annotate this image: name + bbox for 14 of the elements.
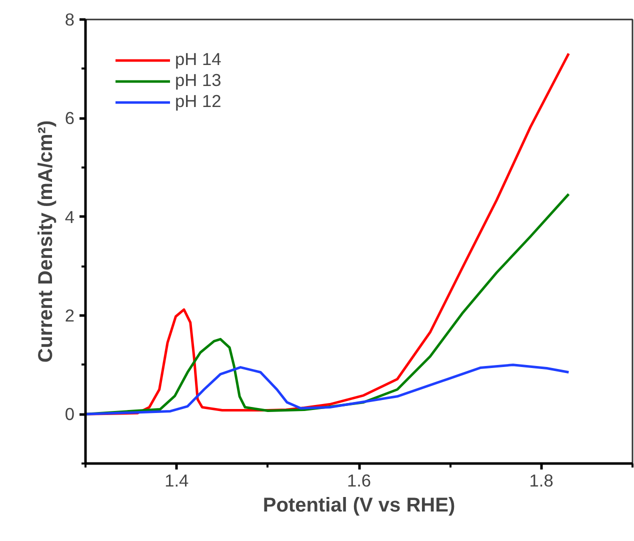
x-tick-label: 1.8 (529, 470, 554, 490)
y-tick-label: 4 (64, 206, 75, 227)
y-tick-label: 2 (64, 306, 75, 326)
x-tick-label: 1.6 (346, 470, 372, 490)
y-axis-title: Current Density (mA/cm²) (34, 120, 57, 363)
line-series (86, 364, 570, 416)
legend-label: pH 14 (175, 49, 222, 70)
y-tick-label: 0 (64, 404, 75, 424)
x-tick-label: 1.4 (164, 470, 190, 490)
y-tick-label: 8 (64, 10, 75, 30)
x-axis-title: Potential (V vs RHE) (262, 494, 456, 516)
legend-label: pH 13 (175, 70, 222, 91)
legend-label: pH 12 (175, 91, 222, 112)
y-tick-label: 6 (64, 108, 75, 128)
